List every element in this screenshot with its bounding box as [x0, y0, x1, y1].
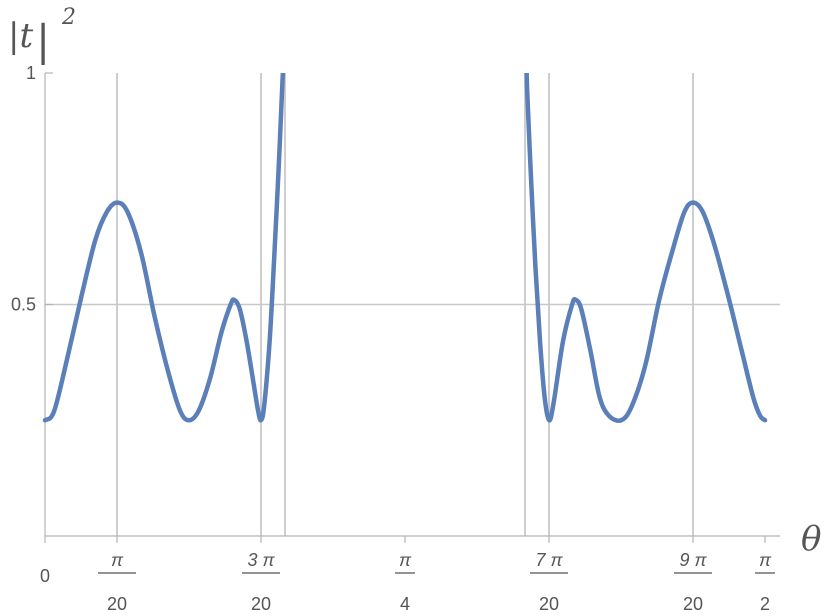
x-tick-numerator: 7 π: [535, 550, 563, 570]
x-tick-denominator: 2: [760, 594, 770, 614]
y-axis-title-exponent: 2: [61, 5, 76, 30]
series-group: [42, 73, 768, 423]
x-tick-denominator: 20: [251, 594, 271, 614]
x-tick-numerator: 3 π: [247, 550, 275, 570]
series-line-2: [524, 73, 768, 423]
y-tick-label: 0.5: [11, 295, 36, 315]
x-tick-numerator: π: [111, 550, 124, 570]
y-axis-title-bar: |: [36, 16, 50, 65]
x-axis-ticks: 0 π 20 3 π 20 π 4 7 π 20 9 π 20 π 2: [40, 536, 775, 614]
x-tick-denominator: 20: [539, 594, 559, 614]
x-tick-denominator: 20: [683, 594, 703, 614]
y-axis-title-base: |t: [8, 16, 33, 56]
y-tick-label: 1: [26, 63, 36, 83]
x-tick-numerator: π: [759, 550, 772, 570]
x-tick-label: 0: [40, 566, 50, 586]
x-tick-numerator: π: [399, 550, 412, 570]
y-axis-title: |t | 2: [8, 5, 76, 65]
x-tick-denominator: 4: [400, 594, 410, 614]
x-tick-numerator: 9 π: [679, 550, 707, 570]
x-tick-denominator: 20: [107, 594, 127, 614]
series-line-1: [42, 73, 286, 423]
y-axis-ticks: 0.51: [11, 63, 53, 315]
x-axis-title: θ: [801, 519, 821, 559]
